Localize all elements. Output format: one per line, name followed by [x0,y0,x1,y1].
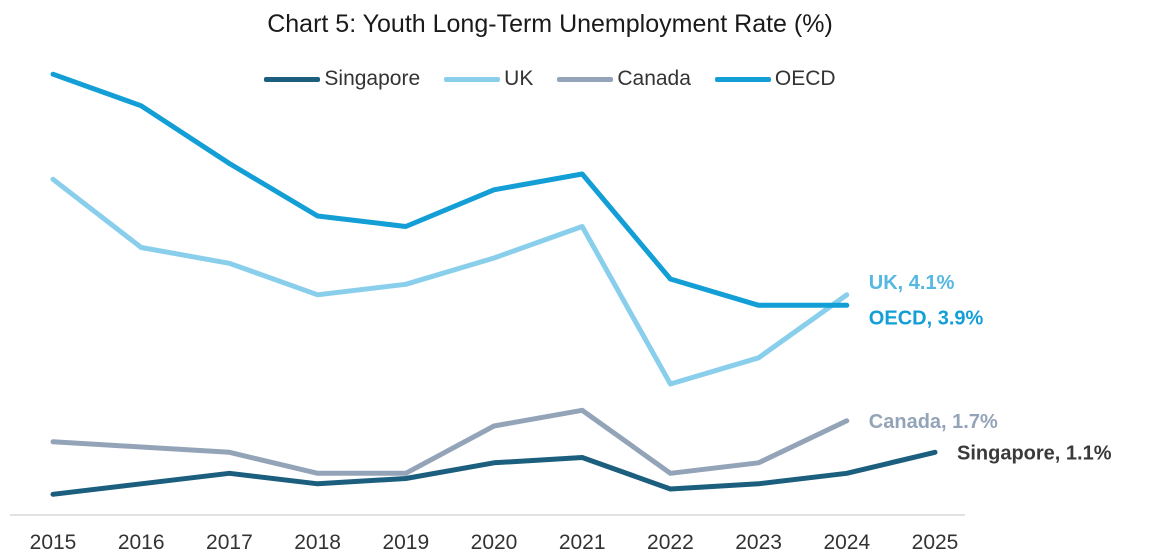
data-point-oecd-2018 [315,214,320,218]
legend-swatch-singapore [264,76,321,82]
data-point-singapore-2024 [844,471,849,476]
legend-item-oecd: OECD [714,67,836,91]
legend-swatch-uk [444,76,501,82]
end-label-canada: Canada, 1.7% [869,411,998,433]
data-point-canada-2019 [403,471,408,476]
end-label-uk: UK, 4.1% [869,272,955,294]
data-point-canada-2023 [756,460,761,465]
data-point-canada-2022 [668,471,673,476]
x-tick-label-2019: 2019 [382,531,429,554]
chart-title: Chart 5: Youth Long-Term Unemployment Ra… [267,10,833,38]
data-point-singapore-2015 [51,492,55,497]
legend-label-oecd: OECD [774,67,836,90]
data-point-uk-2024 [844,292,849,297]
data-point-oecd-2022 [668,277,673,281]
data-point-canada-2018 [315,471,320,476]
x-tick-label-2023: 2023 [735,531,782,554]
end-label-singapore: Singapore, 1.1% [957,442,1112,464]
data-point-singapore-2023 [756,481,761,486]
data-point-uk-2022 [668,382,673,386]
legend-label-singapore: Singapore [324,67,421,90]
data-point-singapore-2021 [580,455,585,460]
end-labels: Singapore, 1.1% UK, 4.1% Canada, 1.7% OECD,… [869,272,1112,465]
data-point-uk-2023 [756,355,761,360]
data-point-oecd-2024 [844,303,849,308]
data-point-canada-2021 [580,408,585,413]
series-line-canada [50,407,850,476]
x-tick-label-2016: 2016 [118,531,165,554]
data-point-oecd-2021 [580,172,585,176]
data-point-uk-2019 [403,282,408,287]
x-tick-label-2017: 2017 [206,531,253,554]
x-tick-label-2020: 2020 [471,531,518,554]
x-tick-label-2021: 2021 [559,531,606,554]
x-tick-label-2022: 2022 [647,531,694,554]
legend-swatch-canada [557,76,614,82]
x-tick-label-2018: 2018 [294,531,341,554]
data-point-singapore-2016 [139,481,144,486]
data-point-singapore-2025 [933,450,937,455]
legend-item-uk: UK [444,67,533,91]
series-line-uk [50,176,850,387]
data-point-canada-2017 [227,450,232,455]
data-point-singapore-2020 [492,460,496,465]
data-point-singapore-2017 [227,471,232,476]
data-point-uk-2021 [580,224,585,229]
data-point-singapore-2019 [403,476,408,481]
data-point-canada-2016 [139,445,144,449]
x-axis-ticks: 2015 2016 2017 2018 2019 2020 2021 2022 2023 2024… [30,531,959,554]
series-line-singapore [50,449,938,497]
data-point-uk-2015 [51,177,55,182]
legend-label-uk: UK [504,67,534,90]
data-point-canada-2015 [51,439,55,444]
data-point-canada-2024 [844,418,849,423]
data-point-oecd-2020 [492,187,496,192]
data-point-singapore-2022 [668,487,673,491]
data-point-canada-2020 [492,424,496,428]
legend-item-singapore: Singapore [264,67,420,91]
data-point-oecd-2016 [139,103,144,108]
x-tick-label-2024: 2024 [823,531,870,554]
data-point-uk-2018 [315,292,320,297]
legend-item-canada: Canada [557,67,691,91]
data-point-oecd-2017 [227,161,232,166]
data-point-singapore-2018 [315,481,320,486]
end-label-oecd: OECD, 3.9% [869,307,984,329]
data-point-oecd-2019 [403,224,408,229]
x-tick-label-2015: 2015 [30,531,77,554]
data-point-uk-2020 [492,256,496,260]
legend-label-canada: Canada [617,67,691,90]
data-point-oecd-2023 [756,303,761,308]
data-point-uk-2017 [227,261,232,266]
data-point-oecd-2015 [51,72,55,77]
legend-swatch-oecd [714,76,771,82]
series-line-oecd [50,71,850,308]
data-point-uk-2016 [139,245,144,250]
legend: Singapore UK Canada OECD [0,64,1100,94]
x-tick-label-2025: 2025 [912,531,959,554]
series-lines [50,71,938,497]
